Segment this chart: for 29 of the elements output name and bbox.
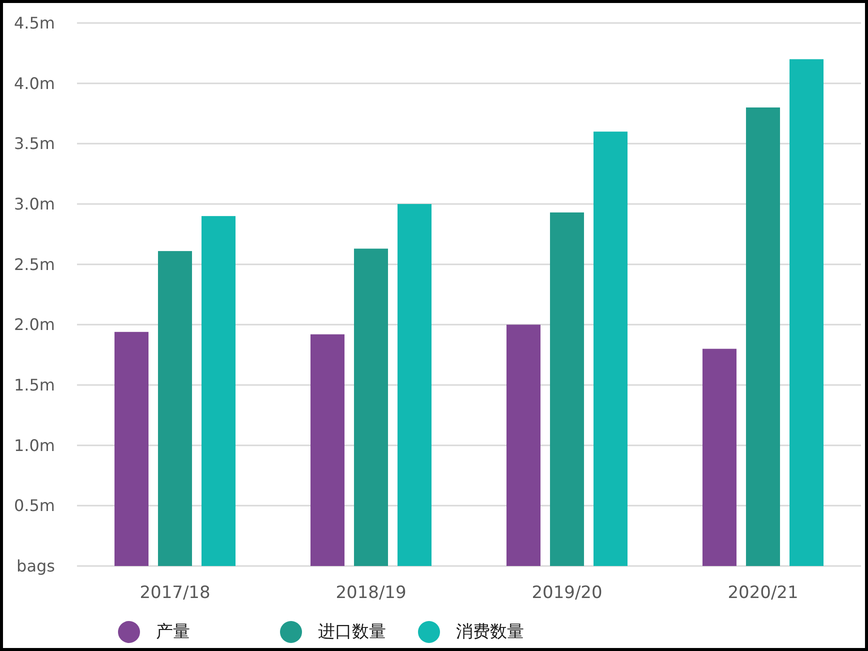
y-tick-label: 1.0m [14, 436, 55, 455]
bar [398, 204, 432, 566]
bar [746, 107, 780, 566]
x-tick-label: 2019/20 [532, 583, 602, 603]
legend-label: 消费数量 [456, 622, 524, 642]
x-tick-label: 2018/19 [336, 583, 406, 603]
bar [702, 348, 736, 566]
y-tick-label: 1.5m [14, 376, 55, 394]
bar [354, 248, 388, 566]
y-tick-label: 2.5m [14, 254, 55, 274]
bar [114, 332, 148, 566]
y-tick-label: 4.0m [14, 74, 55, 93]
y-tick-label: 0.5m [14, 496, 55, 516]
bar [790, 59, 824, 566]
y-tick-label: 2.0m [14, 315, 55, 334]
y-tick-label: 3.0m [14, 194, 55, 214]
legend-label: 进口数量 [318, 622, 386, 642]
bar [594, 132, 628, 566]
x-tick-label: 2017/18 [140, 583, 210, 603]
bar [550, 212, 584, 566]
y-tick-label: 4.5m [14, 14, 55, 32]
x-tick-label: 2020/21 [728, 583, 798, 603]
bar [158, 251, 192, 566]
legend-label: 产量 [156, 622, 190, 642]
bar [202, 216, 236, 566]
y-tick-label: bags [16, 556, 55, 576]
bar [506, 324, 540, 566]
bar [310, 334, 344, 566]
y-tick-label: 3.5m [14, 134, 55, 154]
